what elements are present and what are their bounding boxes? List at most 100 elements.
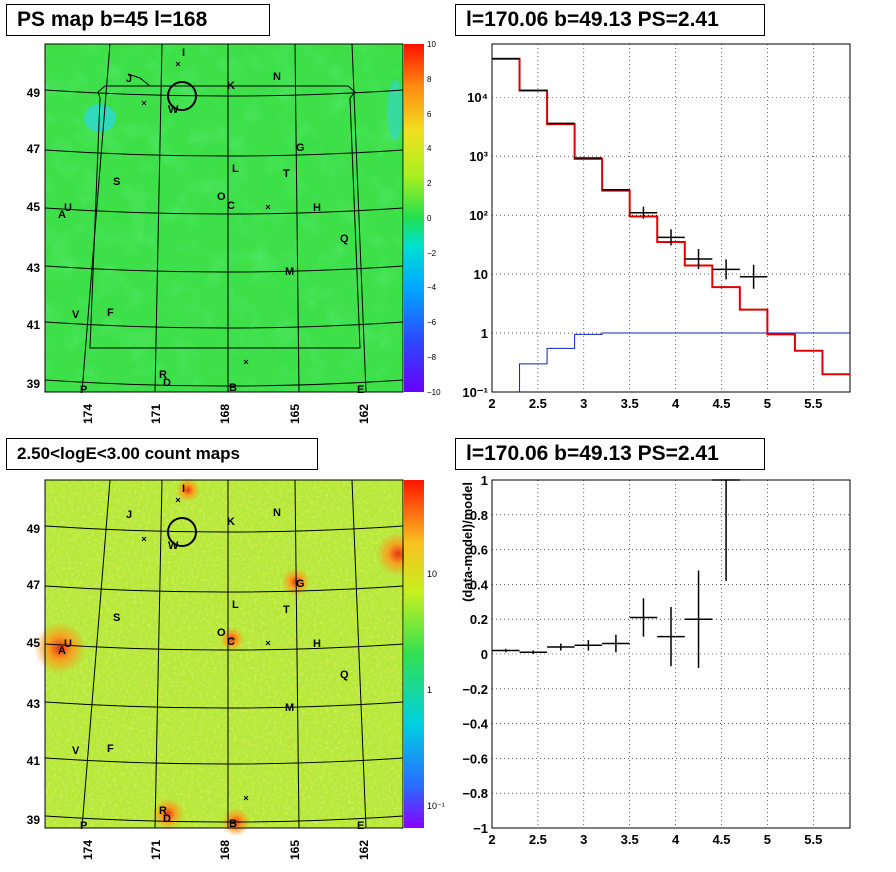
source-label: K xyxy=(227,80,235,92)
map-bottom-colorbar xyxy=(404,480,424,828)
colorbar-tick-label: 2 xyxy=(427,179,432,188)
lat-tick-label: 49 xyxy=(27,522,41,536)
lat-tick-label: 47 xyxy=(27,142,41,156)
map-top-lon-labels: 174 171 168 165 162 xyxy=(81,404,371,424)
lat-tick-label: 41 xyxy=(27,754,41,768)
x-tick-label: 4 xyxy=(672,396,680,411)
source-label: P xyxy=(80,820,87,832)
colorbar-tick-label: −6 xyxy=(427,318,437,327)
map-top-title: PS map b=45 l=168 xyxy=(6,4,270,36)
colorbar-tick-label: 0 xyxy=(427,214,432,223)
y-tick-label: 0.6 xyxy=(470,543,488,558)
x-tick-label: 5.5 xyxy=(804,396,822,411)
lon-tick-label: 168 xyxy=(218,404,232,424)
y-tick-label: 10² xyxy=(469,208,488,223)
lat-tick-label: 45 xyxy=(27,200,41,214)
spectrum-title: l=170.06 b=49.13 PS=2.41 xyxy=(455,4,765,36)
source-label: J xyxy=(126,509,132,521)
source-label: B xyxy=(229,818,237,830)
lat-tick-label: 47 xyxy=(27,578,41,592)
source-label: I xyxy=(182,47,185,59)
source-label: C xyxy=(227,200,235,212)
y-tick-label: 0 xyxy=(481,647,488,662)
source-label: F xyxy=(107,307,114,319)
y-tick-label: −0.6 xyxy=(462,751,488,766)
colorbar-tick-label: −2 xyxy=(427,249,437,258)
lon-tick-label: 174 xyxy=(81,404,95,424)
colorbar-tick-label: 10 xyxy=(427,569,437,579)
colorbar-tick-label: 6 xyxy=(427,110,432,119)
source-label: E xyxy=(357,820,364,832)
map-bottom-lon-labels: 174 171 168 165 162 xyxy=(81,840,371,860)
source-label: M xyxy=(285,266,294,278)
selected-source-circle xyxy=(167,517,197,547)
source-label: M xyxy=(285,702,294,714)
y-tick-label: 0.4 xyxy=(470,577,489,592)
spectrum-chart: 2 2.5 3 3.5 4 4.5 5 5.5 10⁻¹ 1 10 10² 10³ 10⁴ xyxy=(462,43,851,411)
coordinate-grid xyxy=(44,43,404,393)
plot-area xyxy=(492,44,850,392)
colorbar-tick-label: 10⁻¹ xyxy=(427,801,445,811)
lon-tick-label: 162 xyxy=(357,404,371,424)
map-top-source-labels: I J K N W G L T S O C H A U Q M V F R D … xyxy=(58,47,364,396)
x-tick-label: 2.5 xyxy=(529,396,547,411)
source-label: S xyxy=(113,612,120,624)
lon-tick-label: 171 xyxy=(149,840,163,860)
source-label: C xyxy=(227,636,235,648)
colorbar-tick-label: 4 xyxy=(427,144,432,153)
hotspot xyxy=(220,627,244,651)
source-label: A xyxy=(58,209,66,221)
lon-tick-label: 168 xyxy=(218,840,232,860)
map-bottom-source-labels: I J K N W G L T S O C H A U Q M V F R D … xyxy=(58,483,364,832)
lat-tick-label: 39 xyxy=(27,813,41,827)
colorbar-tick-label: −8 xyxy=(427,353,437,362)
colorbar-tick-label: −10 xyxy=(427,388,441,397)
source-label: W xyxy=(168,104,179,116)
x-tick-label: 2.5 xyxy=(529,832,547,847)
y-tick-label: 10 xyxy=(474,267,488,282)
selected-source-circle xyxy=(167,81,197,111)
plot-frame xyxy=(491,43,851,393)
colorbar-tick-label: −4 xyxy=(427,283,437,292)
x-tick-label: 5 xyxy=(764,396,771,411)
source-label: H xyxy=(313,638,321,650)
source-label: G xyxy=(296,578,305,590)
map-top-colorbar xyxy=(404,44,424,392)
residual-title: l=170.06 b=49.13 PS=2.41 xyxy=(455,438,765,470)
ps-map-top: I J K N W G L T S O C H A U Q M V F R D … xyxy=(27,40,441,424)
y-tick-label: −0.8 xyxy=(462,786,488,801)
hotspot xyxy=(176,478,200,502)
plot-frame xyxy=(491,479,851,829)
source-label: N xyxy=(273,507,281,519)
source-label: J xyxy=(126,73,132,85)
source-label: A xyxy=(58,645,66,657)
x-tick-label: 4.5 xyxy=(712,396,730,411)
source-label: W xyxy=(168,540,179,552)
x-tick-label: 5.5 xyxy=(804,832,822,847)
y-tick-label: 0.2 xyxy=(470,612,488,627)
source-label: I xyxy=(182,483,185,495)
lon-tick-label: 162 xyxy=(357,840,371,860)
colorbar-tick-label: 10 xyxy=(427,40,436,49)
source-label: O xyxy=(217,627,226,639)
y-tick-label: 1 xyxy=(481,326,488,341)
source-label: H xyxy=(313,202,321,214)
lat-tick-label: 43 xyxy=(27,261,41,275)
map-top-markers xyxy=(141,61,271,365)
lon-tick-label: 171 xyxy=(149,404,163,424)
source-label: Q xyxy=(340,669,349,681)
coordinate-grid xyxy=(44,479,404,829)
map-bottom-colorbar-ticks: 10 1 10⁻¹ xyxy=(427,569,445,811)
source-label: T xyxy=(283,604,290,616)
colorbar-tick-label: 8 xyxy=(427,75,432,84)
count-map-bottom: I J K N W G L T S O C H A U Q M V F R D … xyxy=(27,478,445,860)
source-label: L xyxy=(232,599,239,611)
map-top-colorbar-ticks: 10 8 6 4 2 0 −2 −4 −6 −8 −10 xyxy=(427,40,441,397)
source-label: L xyxy=(232,163,239,175)
lat-tick-label: 49 xyxy=(27,86,41,100)
source-label: B xyxy=(229,382,237,394)
x-tick-label: 5 xyxy=(764,832,771,847)
y-tick-label: 10⁴ xyxy=(467,90,488,105)
x-tick-label: 2 xyxy=(488,832,495,847)
source-label: E xyxy=(357,384,364,396)
